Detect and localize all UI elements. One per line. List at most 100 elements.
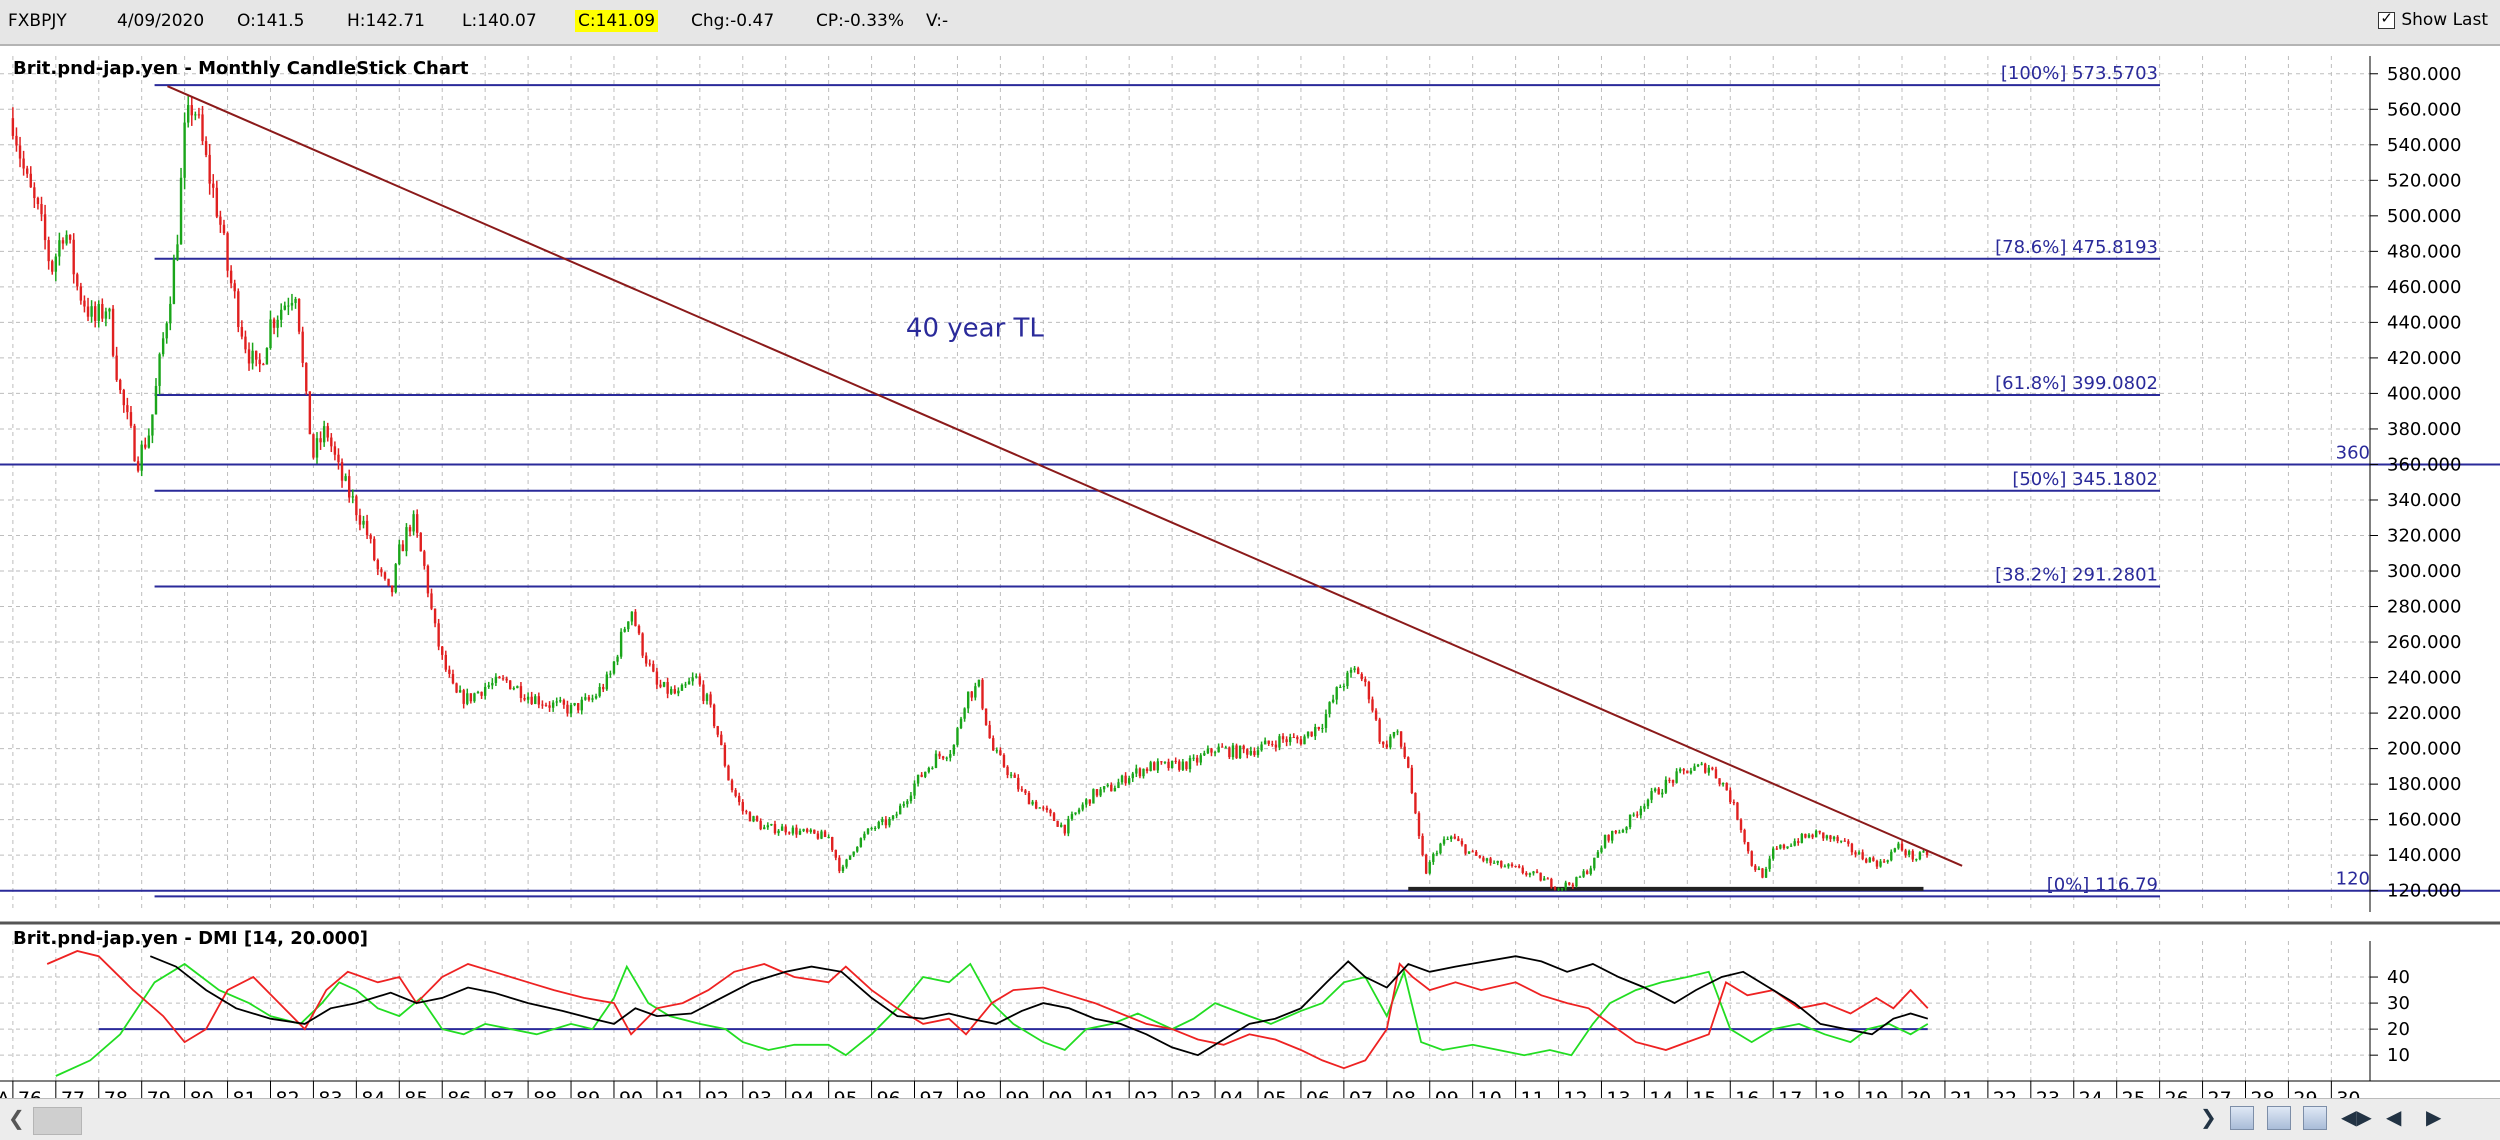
candle-body xyxy=(140,444,143,471)
candle-body xyxy=(1260,744,1263,751)
trendline-layer xyxy=(167,85,1963,867)
time-tick-label: 90 xyxy=(619,1088,643,1098)
chart-tool-icon[interactable] xyxy=(2230,1106,2254,1130)
zoom-in-icon[interactable]: ◀▶ xyxy=(2341,1105,2372,1129)
candle-body xyxy=(1797,841,1800,843)
candle-body xyxy=(705,694,709,701)
time-tick-label: 20 xyxy=(1907,1088,1931,1098)
candle-body xyxy=(848,855,852,860)
show-last-toggle[interactable]: Show Last xyxy=(2378,9,2488,30)
candle-body xyxy=(1732,802,1736,804)
chart-canvas[interactable]: [100%] 573.5703 [78.6%] 475.8193 [61.8%] 3… xyxy=(0,46,2500,1098)
candle-body xyxy=(845,859,848,867)
candle-body xyxy=(1070,814,1074,819)
candle-body xyxy=(466,693,469,704)
candle-body xyxy=(280,309,283,320)
candle-body xyxy=(1374,710,1378,720)
candle-body xyxy=(934,753,938,768)
candle-body xyxy=(1510,864,1514,867)
candle-body xyxy=(1904,850,1907,855)
candle-body xyxy=(1149,762,1152,771)
candle-body xyxy=(1328,702,1331,714)
candle-body xyxy=(36,198,40,205)
candle-body xyxy=(1178,761,1181,770)
horizontal-scrollbar[interactable]: ❮ ❯ ◀▶ ◀ ▶ xyxy=(0,1098,2500,1140)
candle-body xyxy=(179,177,183,245)
candle-body xyxy=(1027,792,1031,805)
candle-body xyxy=(730,780,734,791)
dmi-tick-label: 30 xyxy=(2387,993,2410,1014)
candle-body xyxy=(190,105,193,116)
time-tick-label: 22 xyxy=(1993,1088,2017,1098)
candle-body xyxy=(627,621,630,630)
candle-body xyxy=(695,676,698,678)
candle-body xyxy=(254,350,258,360)
dmi-series-di_plus xyxy=(55,962,1929,1077)
fib-level-label: [61.8%] 399.0802 xyxy=(1995,373,2158,394)
chart-save-icon[interactable] xyxy=(2303,1106,2327,1130)
time-tick-label: 03 xyxy=(1177,1088,1201,1098)
candle-body xyxy=(1879,861,1882,867)
candle-body xyxy=(1246,749,1249,755)
show-last-checkbox[interactable] xyxy=(2378,9,2396,29)
candle-body xyxy=(580,699,583,711)
candle-body xyxy=(1017,777,1020,790)
time-tick-label: 27 xyxy=(2208,1088,2232,1098)
candle-body xyxy=(458,690,462,693)
fib-level-label: [100%] 573.5703 xyxy=(2001,63,2158,84)
candle-body xyxy=(455,683,458,693)
candle-body xyxy=(537,696,541,705)
candle-body xyxy=(691,677,694,682)
candle-body xyxy=(720,734,723,746)
candle-body xyxy=(587,697,591,700)
candle-body xyxy=(176,244,179,260)
candle-body xyxy=(1768,858,1771,869)
candle-body xyxy=(970,691,973,698)
price-tick-label: 500.000 xyxy=(2387,206,2461,227)
dmi-axis: 10 20 30 40 xyxy=(2369,941,2410,1081)
candle-body xyxy=(483,686,487,696)
candle-body xyxy=(158,354,161,386)
candle-body xyxy=(662,682,666,687)
scroll-forward-icon[interactable]: ▶ xyxy=(2426,1105,2442,1129)
candle-body xyxy=(616,656,619,662)
scroll-thumb[interactable] xyxy=(33,1107,82,1135)
candle-body xyxy=(802,829,805,831)
candle-body xyxy=(1442,839,1446,844)
candle-body xyxy=(68,234,72,240)
scroll-right-arrow[interactable]: ❯ xyxy=(2200,1105,2217,1129)
candle-body xyxy=(1650,791,1653,800)
candle-body xyxy=(1678,769,1682,772)
candle-body xyxy=(909,795,913,802)
candle-body xyxy=(641,633,644,656)
candle-body xyxy=(1811,834,1814,838)
candle-body xyxy=(752,816,755,822)
candle-body xyxy=(1922,851,1925,853)
candle-body xyxy=(469,693,473,702)
candle-body xyxy=(11,118,15,136)
candle-body xyxy=(1582,871,1585,877)
candle-body xyxy=(161,338,165,355)
candle-body xyxy=(1711,767,1714,770)
scroll-back-icon[interactable]: ◀ xyxy=(2386,1105,2402,1129)
time-tick-label: 77 xyxy=(61,1088,85,1098)
candle-body xyxy=(813,829,816,834)
time-tick-label: 96 xyxy=(877,1088,901,1098)
candle-body xyxy=(609,673,612,675)
chart-settings-icon[interactable] xyxy=(2267,1106,2291,1130)
candle-body xyxy=(1192,757,1195,759)
candle-body xyxy=(1364,679,1367,682)
candle-body xyxy=(1217,746,1220,753)
candle-body xyxy=(394,564,397,593)
candle-body xyxy=(516,686,519,689)
candle-body xyxy=(938,753,941,757)
candle-body xyxy=(287,305,290,307)
candle-body xyxy=(1568,882,1571,885)
candle-body xyxy=(1421,836,1424,856)
candle-body xyxy=(348,476,351,498)
scroll-left-arrow[interactable]: ❮ xyxy=(8,1106,25,1130)
candle-body xyxy=(1020,789,1024,791)
candle-body xyxy=(1539,872,1542,881)
candle-body xyxy=(1453,836,1456,839)
candle-body xyxy=(1099,789,1102,796)
